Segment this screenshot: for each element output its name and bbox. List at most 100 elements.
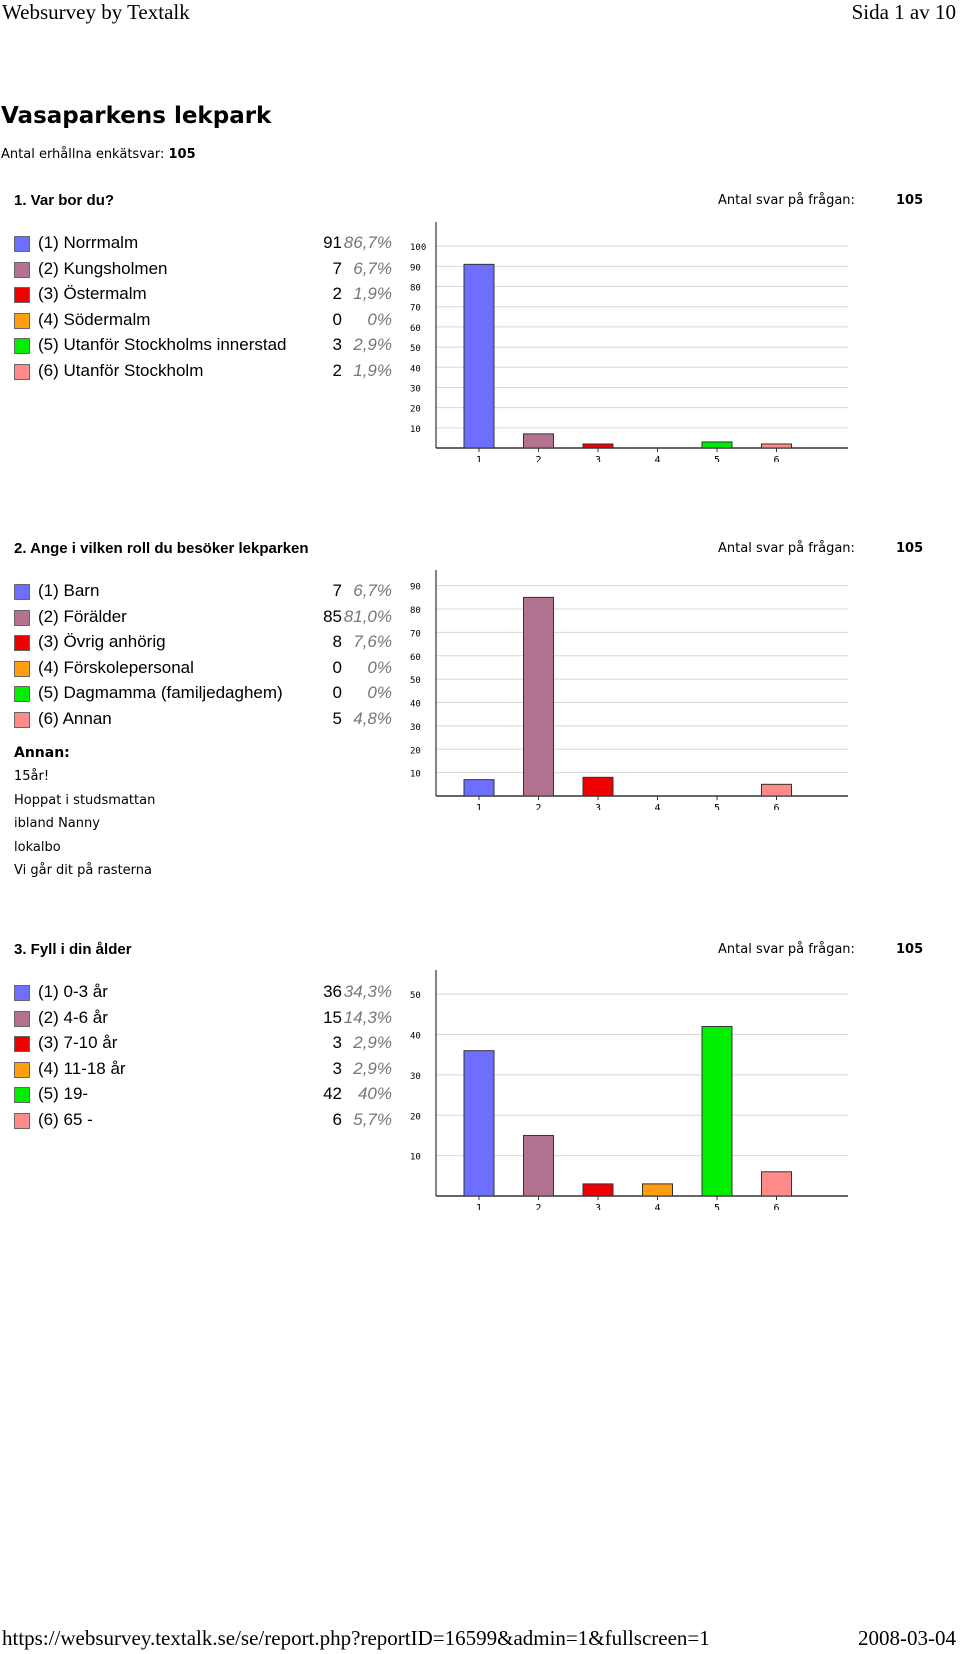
y-tick-label: 40 [410,364,421,374]
color-swatch [14,985,30,1001]
bar [761,1171,792,1197]
answer-count-label: Antal svar på frågan: [718,541,855,556]
option-number: (6) [38,360,59,380]
color-swatch [14,711,30,728]
option-label: (1) Barn [38,581,99,601]
question-1: 1. Var bor du? Antal svar på frågan: 105 (1… [0,192,960,522]
color-swatch [14,660,30,677]
option-count: 42 [323,1084,342,1104]
option-number: (1) [38,233,59,252]
option-text: Förälder [63,606,127,626]
color-swatch [14,686,30,703]
option-number: (2) [38,606,59,626]
bar [523,1134,554,1197]
other-answer-item: lokalbo [14,839,61,855]
option-count: 3 [332,1033,342,1053]
bar [642,1183,673,1197]
option-percent: 81,0% [343,606,392,626]
option-text: Dagmamma (familjedaghem) [63,683,283,703]
color-swatch [14,609,30,626]
x-tick-label: 2 [535,1203,541,1210]
option-row: (6) Annan 5 4,8% [14,709,394,735]
option-label: (6) Annan [38,709,112,729]
color-swatch [14,236,30,252]
option-label: (3) Östermalm [38,284,147,304]
option-row: (1) 0-3 år 36 34,3% [14,982,394,1008]
option-count: 7 [332,581,342,600]
option-row: (3) Övrig anhörig 8 7,6% [14,632,394,658]
bar [523,596,554,797]
option-text: Kungsholmen [63,258,168,278]
option-number: (3) [38,632,59,652]
option-text: Södermalm [63,309,151,329]
option-row: (5) Dagmamma (familjedaghem) 0 0% [14,683,394,709]
option-text: Förskolepersonal [63,657,194,677]
other-answer-item: 15år! [14,769,50,784]
color-swatch [14,363,30,380]
bar [523,433,554,449]
y-tick-label: 90 [410,263,421,273]
option-row: (3) 7-10 år 3 2,9% [14,1033,394,1059]
option-row: (1) Norrmalm 91 86,7% [14,233,394,259]
option-count: 0 [332,683,342,703]
y-tick-label: 40 [410,1032,421,1042]
option-label: (4) Förskolepersonal [38,658,194,678]
option-count: 91 [323,233,342,252]
option-count: 7 [332,258,342,278]
option-row: (4) Södermalm 0 0% [14,310,394,336]
option-percent: 1,9% [353,360,392,380]
option-percent: 2,9% [353,1033,392,1053]
y-tick-label: 30 [410,384,421,394]
y-tick-label: 70 [410,304,421,314]
option-row: (4) 11-18 år 3 2,9% [14,1059,394,1085]
received-label: Antal erhållna enkätsvar: [1,147,165,162]
option-row: (2) Kungsholmen 7 6,7% [14,259,394,285]
option-number: (4) [38,657,59,677]
color-swatch [14,312,30,329]
color-swatch [14,338,30,355]
question-2: 2. Ange i vilken roll du besöker lekpark… [0,540,960,878]
option-count: 36 [323,982,342,1001]
received-value: 105 [168,147,196,162]
y-tick-label: 60 [410,653,421,663]
option-number: (3) [38,284,59,304]
header-app-title: Websurvey by Textalk [2,0,190,24]
color-swatch [14,1010,30,1027]
option-number: (3) [38,1033,59,1053]
option-label: (6) 65 - [38,1110,93,1130]
option-label: (2) 4-6 år [38,1008,108,1028]
option-row: (5) 19- 42 40% [14,1084,394,1110]
bar-chart-1: 10 20 30 40 50 60 70 80 90 100 1 2 3 4 5 6 [400,222,860,466]
question-title: 3. Fyll i din ålder [14,941,132,958]
option-text: Annan [62,708,112,728]
x-tick-label: 4 [654,1203,660,1210]
y-tick-label: 80 [410,606,421,616]
option-label: (3) Övrig anhörig [38,632,166,652]
option-label: (2) Kungsholmen [38,259,167,279]
bar [582,1183,614,1197]
x-tick-label: 3 [595,1203,601,1210]
option-count: 5 [332,708,342,728]
bar [582,443,614,449]
answer-count-label: Antal svar på frågan: [718,942,855,957]
y-tick-label: 80 [410,284,421,294]
other-answer-item: Hoppat i studsmattan [14,792,156,808]
y-tick-label: 90 [410,583,421,593]
option-count: 0 [332,657,342,677]
x-tick-label: 6 [773,803,779,810]
chart-svg: 10 20 30 40 50 60 70 80 90 100 1 2 3 4 5 6 [410,222,848,466]
option-count: 2 [332,360,342,380]
option-text: Övrig anhörig [63,632,166,652]
y-tick-label: 20 [410,405,421,415]
answer-count-value: 105 [896,942,924,957]
x-tick-label: 4 [654,455,660,462]
y-tick-label: 100 [410,243,426,253]
option-label: (1) 0-3 år [38,982,108,1002]
other-answer-item: Vi går dit på rasterna [14,863,152,878]
option-count: 8 [332,632,342,652]
color-swatch [14,584,30,600]
option-count: 3 [332,335,342,355]
color-swatch [14,287,30,304]
bar [761,783,792,797]
option-label: (5) Dagmamma (familjedaghem) [38,683,283,703]
